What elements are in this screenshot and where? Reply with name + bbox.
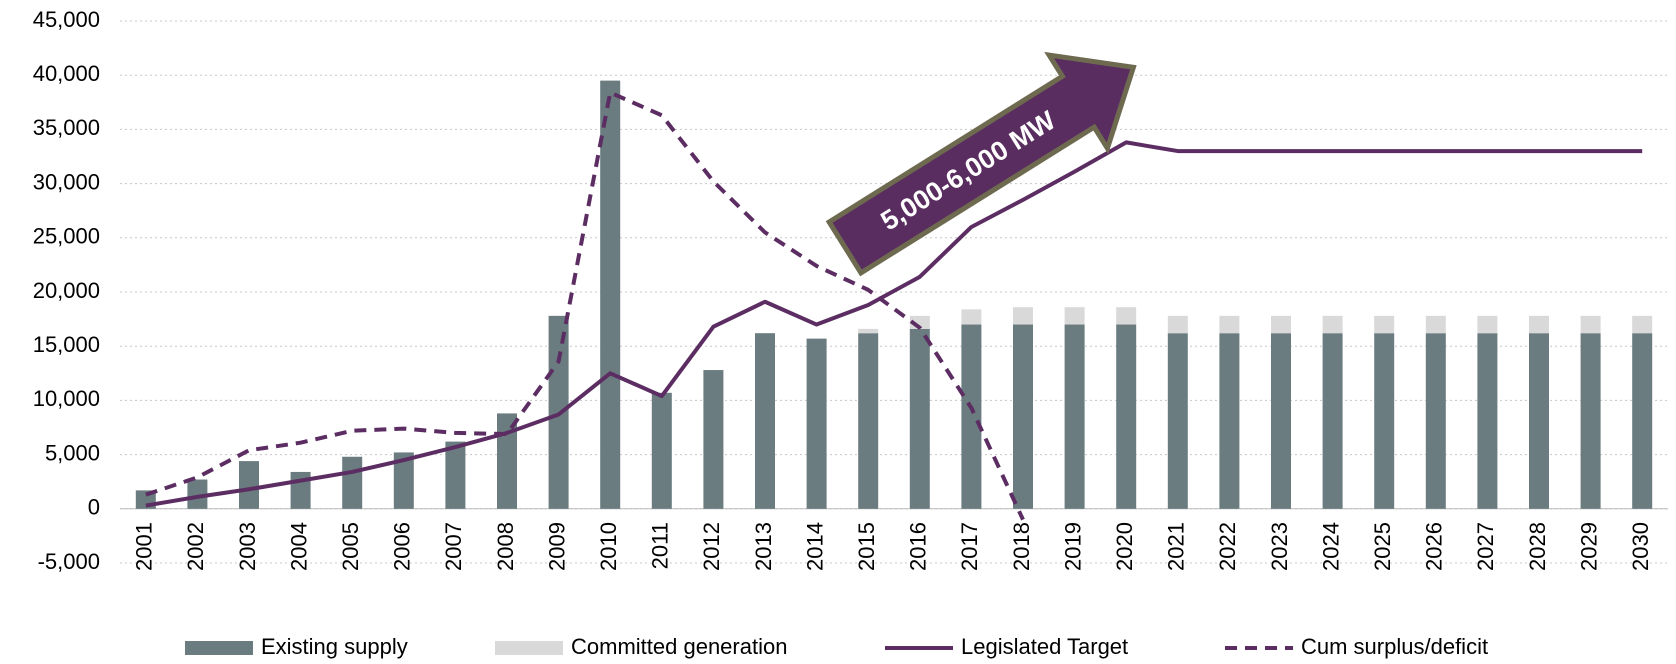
y-tick-label: 25,000: [33, 224, 100, 249]
legend-label: Existing supply: [261, 634, 408, 659]
bar: [961, 309, 982, 325]
x-tick-label: 2006: [390, 522, 415, 571]
bar: [1374, 315, 1395, 334]
x-tick-label: 2009: [544, 522, 569, 571]
bar: [600, 80, 621, 509]
bar: [755, 333, 775, 509]
bar: [1425, 333, 1446, 509]
line-series: [145, 140, 1643, 508]
bar: [1271, 333, 1291, 509]
bar: [445, 441, 466, 509]
bar: [1064, 324, 1085, 509]
bar: [187, 479, 208, 509]
bar: [497, 413, 517, 509]
x-tick-label: 2003: [235, 522, 260, 571]
bar: [1529, 333, 1549, 509]
legend-swatch: [185, 641, 253, 655]
bar: [1116, 307, 1137, 325]
bar: [1322, 315, 1343, 334]
x-tick-label: 2010: [596, 522, 621, 571]
bar: [909, 328, 930, 509]
bar: [1374, 333, 1395, 509]
x-tick-label: 2029: [1576, 522, 1601, 571]
y-tick-label: 40,000: [33, 61, 100, 86]
bar: [393, 452, 414, 509]
arrow-shape: [825, 51, 1137, 277]
bar: [858, 328, 879, 334]
x-tick-label: 2001: [132, 522, 157, 571]
bar: [239, 461, 259, 509]
bar: [1013, 307, 1033, 325]
x-tick-label: 2028: [1525, 522, 1550, 571]
bar: [1632, 333, 1653, 509]
bar: [1529, 315, 1549, 334]
legend-label: Committed generation: [571, 634, 787, 659]
bar: [342, 456, 363, 509]
y-tick-label: 5,000: [45, 440, 100, 465]
line-series: [145, 90, 1025, 521]
bar: [806, 338, 827, 509]
bar: [1632, 315, 1653, 334]
x-tick-label: 2026: [1422, 522, 1447, 571]
bar: [961, 324, 982, 509]
x-tick-label: 2008: [493, 522, 518, 571]
x-tick-label: 2024: [1318, 522, 1343, 571]
x-tick-label: 2013: [751, 522, 776, 571]
x-tick-label: 2007: [441, 522, 466, 571]
bar: [1116, 324, 1137, 509]
x-tick-label: 2015: [854, 522, 879, 571]
y-tick-label: 30,000: [33, 169, 100, 194]
bar: [1580, 333, 1601, 509]
y-tick-label: 15,000: [33, 332, 100, 357]
x-tick-label: 2027: [1473, 522, 1498, 571]
annotation-arrow: 5,000-6,000 MW: [825, 51, 1137, 277]
x-tick-label: 2016: [906, 522, 931, 571]
bar: [1580, 315, 1601, 334]
bar: [1425, 315, 1446, 334]
bar: [1219, 315, 1240, 334]
bar: [1477, 333, 1498, 509]
bar: [1271, 315, 1291, 334]
bar: [1013, 324, 1033, 509]
y-tick-label: 35,000: [33, 115, 100, 140]
bar: [858, 333, 879, 509]
x-tick-label: 2022: [1215, 522, 1240, 571]
bar: [1219, 333, 1240, 509]
y-tick-label: 20,000: [33, 278, 100, 303]
y-tick-label: 10,000: [33, 386, 100, 411]
bar: [1064, 307, 1085, 325]
x-tick-label: 2025: [1370, 522, 1395, 571]
x-tick-label: 2030: [1628, 522, 1653, 571]
bar: [1167, 315, 1188, 334]
x-tick-label: 2017: [957, 522, 982, 571]
x-tick-label: 2005: [338, 522, 363, 571]
x-tick-label: 2023: [1267, 522, 1292, 571]
bar: [1322, 333, 1343, 509]
x-tick-label: 2004: [286, 522, 311, 571]
x-tick-label: 2020: [1112, 522, 1137, 571]
x-tick-label: 2014: [802, 522, 827, 571]
x-tick-label: 2012: [699, 522, 724, 571]
x-tick-label: 2002: [183, 522, 208, 571]
x-tick-label: 2011: [648, 522, 673, 569]
bar: [1167, 333, 1188, 509]
y-tick-label: -5,000: [38, 549, 100, 574]
bar: [1477, 315, 1498, 334]
bar: [651, 392, 672, 509]
legend-label: Legislated Target: [961, 634, 1128, 659]
y-tick-label: 0: [88, 495, 100, 520]
x-tick-label: 2021: [1164, 522, 1189, 571]
y-tick-label: 45,000: [33, 7, 100, 32]
bar: [703, 370, 724, 509]
x-tick-label: 2019: [1060, 522, 1085, 571]
legend-label: Cum surplus/deficit: [1301, 634, 1488, 659]
annotation-text: 5,000-6,000 MW: [876, 105, 1062, 236]
x-tick-label: 2018: [1009, 522, 1034, 571]
legend-swatch: [495, 641, 563, 655]
